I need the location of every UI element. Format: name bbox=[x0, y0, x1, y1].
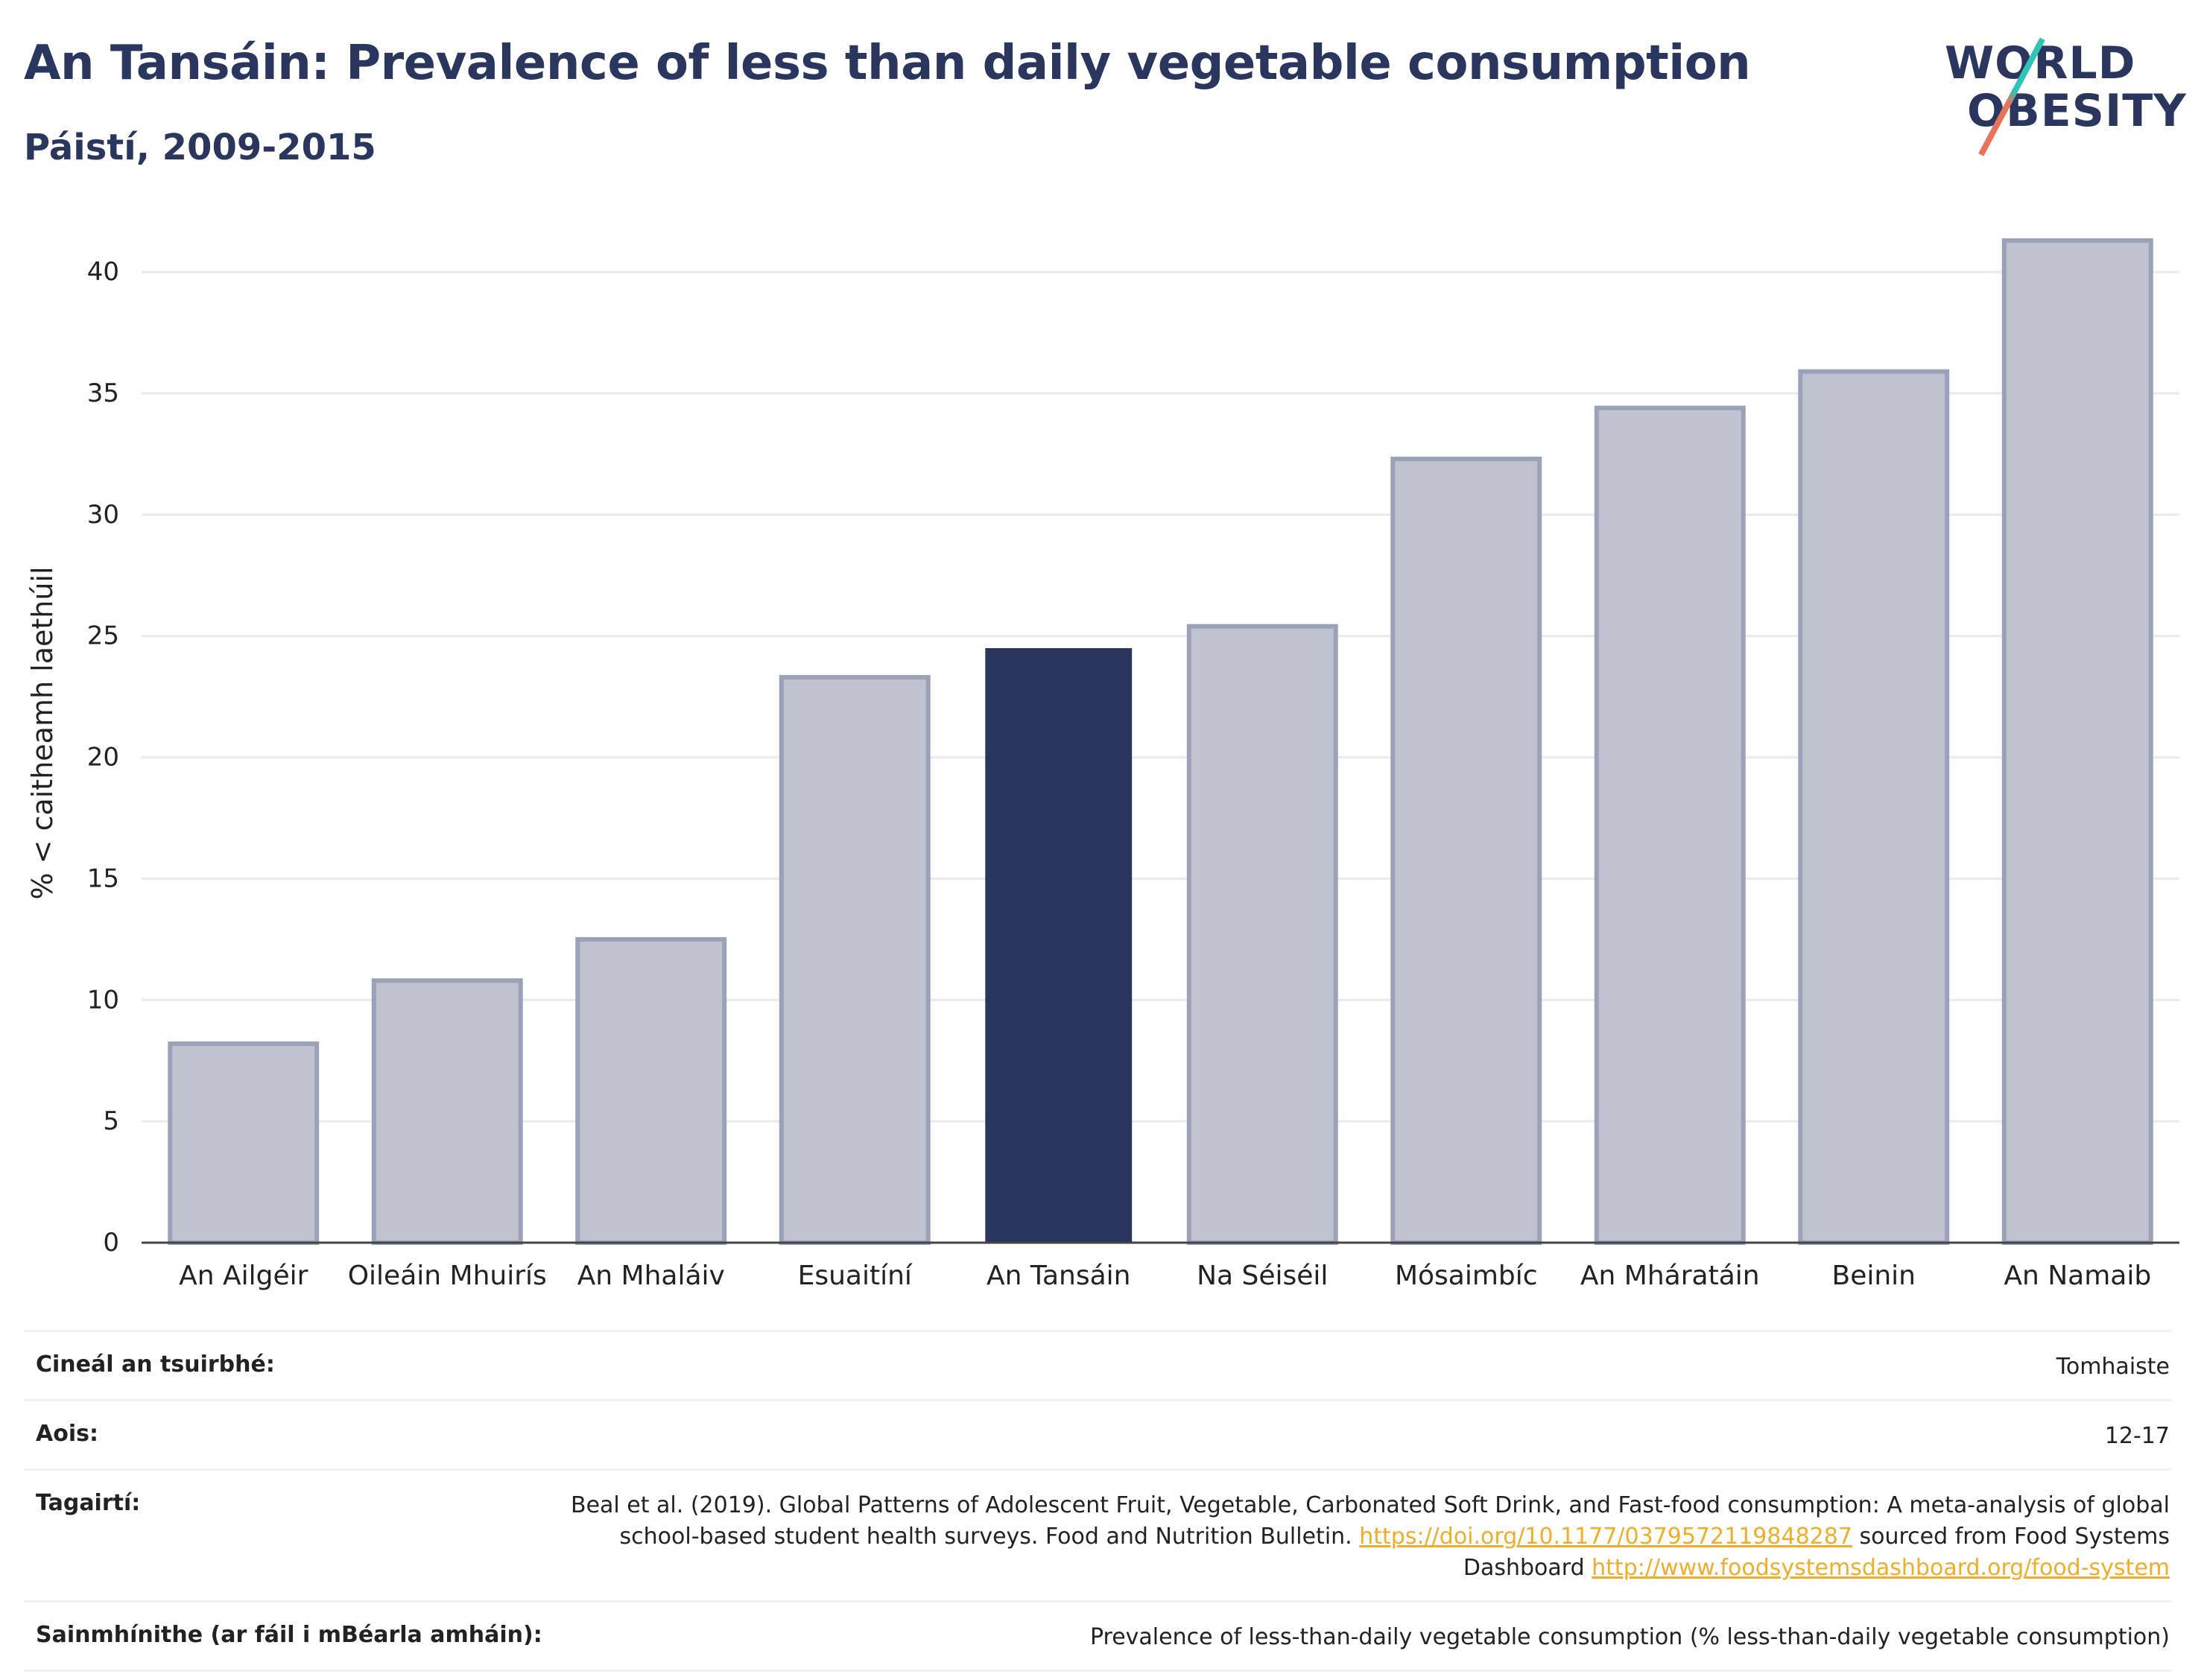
references-value: Beal et al. (2019). Global Patterns of A… bbox=[531, 1490, 2170, 1584]
bar bbox=[779, 675, 931, 1245]
y-tick-label: 20 bbox=[87, 743, 119, 773]
x-tick-label: Esuaitíní bbox=[798, 1261, 913, 1291]
bar bbox=[1390, 456, 1542, 1245]
x-tick-label: An Ailgéir bbox=[179, 1261, 308, 1291]
bar-chart: 0 5 10 15 20 25 30 35 40 An Ailgéir Oileáin Mhuirí… bbox=[26, 238, 2179, 1291]
age-value: 12-17 bbox=[2104, 1423, 2170, 1449]
x-tick-label: Oileáin Mhuirís bbox=[348, 1261, 547, 1291]
y-tick-label: 5 bbox=[103, 1106, 119, 1136]
bar bbox=[1798, 369, 1950, 1246]
definitions-value: Prevalence of less-than-daily vegetable … bbox=[1089, 1624, 2170, 1650]
y-tick-label: 10 bbox=[87, 985, 119, 1015]
bar bbox=[985, 648, 1133, 1243]
definitions-label: Sainmhínithe (ar fáil i mBéarla amháin): bbox=[36, 1622, 542, 1648]
definitions-row: Sainmhínithe (ar fáil i mBéarla amháin):… bbox=[24, 1600, 2171, 1672]
bar bbox=[168, 1041, 320, 1246]
x-tick-label: Mósaimbíc bbox=[1395, 1261, 1538, 1291]
x-tick-label: An Mhaláiv bbox=[577, 1261, 725, 1291]
x-tick-label: Na Séiséil bbox=[1197, 1261, 1328, 1291]
y-tick-label: 0 bbox=[103, 1228, 119, 1258]
page-subtitle: Páistí, 2009-2015 bbox=[24, 127, 376, 168]
doi-link[interactable]: https://doi.org/10.1177/0379572119848287 bbox=[1359, 1524, 1852, 1550]
references-label: Tagairtí: bbox=[36, 1490, 141, 1516]
page-title: An Tansáin: Prevalence of less than dail… bbox=[24, 36, 1751, 91]
references-text: Beal et al. (2019). Global Patterns of A… bbox=[570, 1492, 2170, 1550]
survey-type-row: Cineál an tsuirbhé: Tomhaiste bbox=[24, 1330, 2171, 1399]
y-tick-label: 15 bbox=[87, 863, 119, 893]
bar bbox=[575, 936, 727, 1245]
y-tick-label: 30 bbox=[87, 500, 119, 530]
survey-type-value: Tomhaiste bbox=[2056, 1354, 2170, 1380]
y-tick-label: 35 bbox=[87, 378, 119, 408]
y-axis-label: % < caitheamh laethúil bbox=[26, 566, 59, 899]
food-systems-dashboard-link[interactable]: http://www.foodsystemsdashboard.org/food… bbox=[1592, 1555, 2170, 1581]
x-tick-label: An Namaib bbox=[2004, 1261, 2151, 1291]
bar bbox=[1186, 624, 1338, 1245]
age-label: Aois: bbox=[36, 1421, 98, 1447]
x-tick-label: An Tansáin bbox=[987, 1261, 1130, 1291]
metadata-table: Cineál an tsuirbhé: Tomhaiste Aois: 12-1… bbox=[24, 1330, 2171, 1672]
y-tick-label: 25 bbox=[87, 621, 119, 651]
world-obesity-logo[interactable]: WORLD OBESITY bbox=[1937, 37, 2186, 156]
age-row: Aois: 12-17 bbox=[24, 1399, 2171, 1468]
references-row: Tagairtí: Beal et al. (2019). Global Pat… bbox=[24, 1468, 2171, 1600]
bar bbox=[1594, 405, 1746, 1245]
references-text-middle: sourced from Food Systems Dashboard bbox=[1463, 1524, 2170, 1581]
survey-type-label: Cineál an tsuirbhé: bbox=[36, 1351, 275, 1378]
y-tick-label: 40 bbox=[87, 257, 119, 287]
bar bbox=[371, 978, 523, 1245]
x-tick-label: An Mháratáin bbox=[1580, 1261, 1760, 1291]
bar bbox=[2001, 238, 2153, 1245]
x-tick-label: Beinin bbox=[1832, 1261, 1916, 1291]
